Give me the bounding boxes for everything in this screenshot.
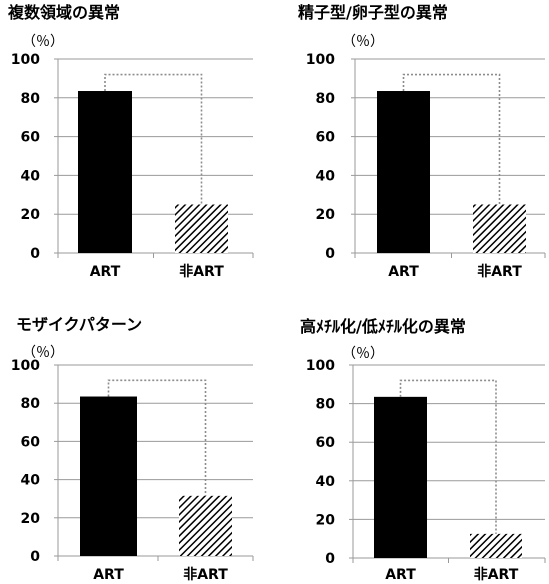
y-unit-label: （％）	[22, 34, 64, 50]
category-label: ART	[90, 264, 121, 280]
y-tick-label: 60	[21, 434, 41, 450]
y-tick-label: 60	[316, 130, 336, 146]
y-tick-label: 60	[316, 435, 336, 451]
y-tick-label: 20	[21, 207, 41, 223]
y-tick-label: 80	[316, 91, 336, 107]
chart-panel-1: 複数領域の異常 （％） 0 20 40 60 80 100 ART 非ART	[7, 3, 254, 280]
y-tick-label: 0	[30, 246, 40, 262]
y-tick-label: 40	[21, 168, 41, 184]
chart-title: 複数領域の異常	[7, 3, 120, 22]
comparison-bracket	[107, 379, 207, 496]
y-tick-label: 100	[11, 52, 40, 68]
bar-non-art	[175, 204, 228, 253]
y-tick-label: 60	[21, 130, 41, 146]
chart-title: 高ﾒﾁﾙ化/低ﾒﾁﾙ化の異常	[300, 317, 466, 336]
y-tick-label: 0	[325, 246, 335, 262]
bar-art	[80, 396, 137, 556]
y-tick-label: 100	[306, 358, 335, 374]
chart-panel-4: 高ﾒﾁﾙ化/低ﾒﾁﾙ化の異常 （％） 0 20 40 60 80 100 ART 非ART	[300, 317, 546, 583]
category-label: ART	[388, 264, 419, 280]
y-tick-label: 40	[316, 474, 336, 490]
y-tick-label: 80	[21, 91, 41, 107]
chart-title: モザイクパターン	[16, 315, 142, 334]
category-label: 非ART	[179, 263, 224, 280]
y-tick-label: 80	[21, 396, 41, 412]
y-unit-label: （％）	[22, 345, 64, 361]
bar-non-art	[470, 533, 522, 558]
category-label: 非ART	[474, 566, 519, 583]
comparison-bracket	[399, 379, 497, 534]
bar-non-art	[179, 495, 232, 556]
category-label: 非ART	[183, 566, 228, 583]
y-tick-label: 100	[306, 52, 335, 68]
y-tick-label: 40	[21, 473, 41, 489]
bar-non-art	[473, 204, 526, 253]
y-tick-label: 80	[316, 397, 336, 413]
y-tick-label: 20	[21, 511, 41, 527]
chart-title: 精子型/卵子型の異常	[298, 3, 448, 22]
category-label: 非ART	[477, 263, 522, 280]
y-tick-label: 20	[316, 512, 336, 528]
category-label: ART	[385, 567, 416, 583]
y-tick-label: 20	[316, 207, 336, 223]
y-unit-label: （％）	[342, 34, 384, 50]
y-unit-label: （％）	[342, 346, 384, 362]
y-tick-label: 40	[316, 168, 336, 184]
bar-art	[78, 91, 132, 253]
y-tick-label: 0	[325, 551, 335, 567]
bar-art	[377, 91, 430, 253]
chart-panel-2: 精子型/卵子型の異常 （％） 0 20 40 60 80 100 ART 非ART	[298, 3, 546, 280]
y-tick-label: 0	[30, 549, 40, 565]
comparison-bracket	[104, 73, 203, 205]
category-label: ART	[93, 567, 124, 583]
y-tick-label: 100	[11, 358, 40, 374]
comparison-bracket	[402, 73, 501, 205]
bar-art	[374, 396, 427, 558]
chart-panel-3: モザイクパターン （％） 0 20 40 60 80 100 ART 非ART	[11, 315, 254, 583]
